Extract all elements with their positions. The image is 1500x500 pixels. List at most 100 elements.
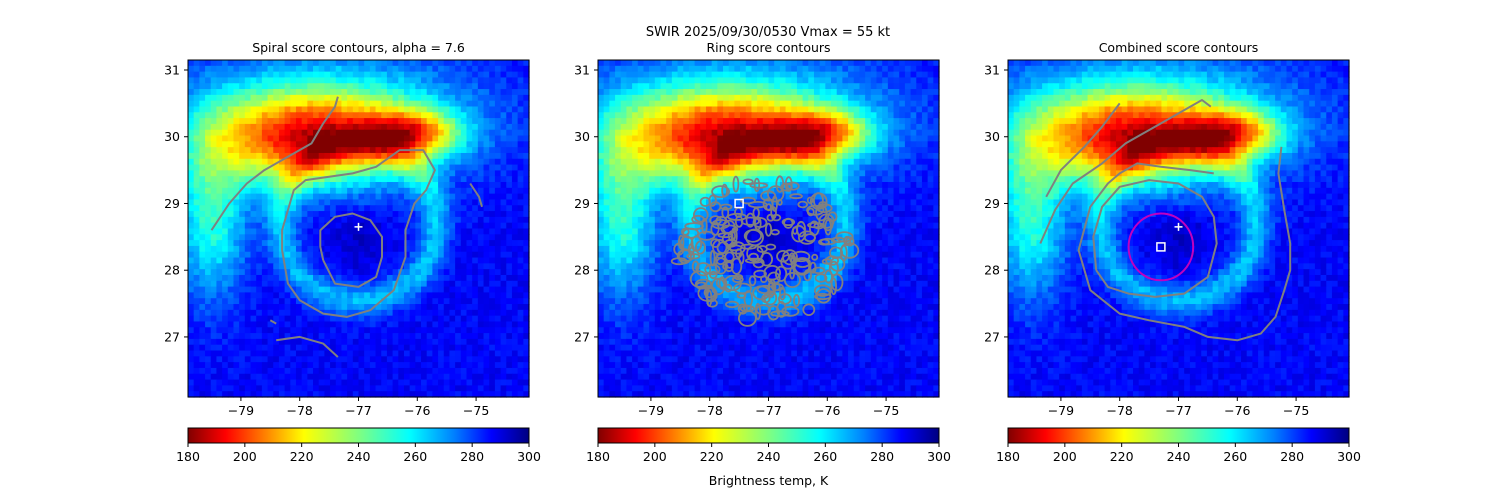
- heatmap-cell: [261, 216, 269, 224]
- heatmap-cell: [916, 83, 923, 90]
- heatmap-cell: [409, 309, 416, 317]
- heatmap-cell: [284, 367, 291, 375]
- heatmap-cell: [882, 152, 889, 160]
- heatmap-cell: [188, 350, 195, 357]
- heatmap-cell: [438, 356, 445, 363]
- heatmap-cell: [210, 112, 218, 119]
- heatmap-cell: [352, 118, 360, 125]
- heatmap-cell: [654, 123, 662, 131]
- heatmap-cell: [347, 327, 354, 334]
- heatmap-cell: [398, 309, 405, 317]
- heatmap-cell: [517, 158, 524, 166]
- heatmap-cell: [632, 152, 639, 160]
- heatmap-cell: [643, 65, 650, 73]
- heatmap-cell: [438, 100, 445, 108]
- heatmap-cell: [341, 356, 348, 363]
- heatmap-cell: [216, 77, 223, 84]
- heatmap-cell: [598, 65, 605, 73]
- heatmap-cell: [700, 77, 707, 84]
- heatmap-cell: [290, 216, 297, 224]
- heatmap-cell: [426, 344, 433, 352]
- heatmap-cell: [927, 65, 934, 73]
- heatmap-cell: [205, 112, 212, 119]
- heatmap-cell: [705, 112, 713, 119]
- heatmap-cell: [278, 164, 286, 171]
- heatmap-cell: [216, 315, 223, 323]
- heatmap-cell: [347, 379, 354, 386]
- heatmap-cell: [927, 152, 934, 160]
- heatmap-cell: [432, 77, 439, 84]
- heatmap-cell: [916, 141, 923, 148]
- heatmap-cell: [421, 350, 428, 357]
- heatmap-cell: [734, 193, 741, 201]
- heatmap-cell: [449, 100, 456, 108]
- heatmap-cell: [813, 106, 821, 113]
- heatmap-cell: [705, 65, 713, 73]
- heatmap-cell: [626, 182, 633, 189]
- heatmap-cell: [227, 327, 235, 334]
- heatmap-cell: [808, 123, 815, 131]
- heatmap-cell: [352, 89, 360, 96]
- heatmap-cell: [415, 321, 422, 328]
- heatmap-cell: [723, 170, 730, 177]
- heatmap-cell: [375, 147, 382, 154]
- heatmap-cell: [700, 129, 707, 137]
- heatmap-cell: [403, 123, 411, 131]
- heatmap-cell: [432, 199, 439, 206]
- heatmap-cell: [500, 338, 507, 346]
- heatmap-cell: [626, 193, 633, 201]
- heatmap-cell: [386, 327, 394, 334]
- heatmap-cell: [386, 280, 394, 288]
- heatmap-cell: [295, 298, 303, 305]
- heatmap-cell: [933, 141, 940, 148]
- heatmap-cell: [523, 147, 530, 154]
- heatmap-cell: [227, 292, 235, 299]
- heatmap-cell: [188, 158, 195, 166]
- heatmap-cell: [210, 129, 218, 137]
- heatmap-cell: [432, 344, 439, 352]
- heatmap-cell: [649, 152, 656, 160]
- heatmap-cell: [836, 170, 843, 177]
- heatmap-cell: [723, 60, 730, 67]
- heatmap-cell: [409, 251, 416, 259]
- heatmap-cell: [654, 106, 662, 113]
- heatmap-cell: [694, 100, 701, 108]
- heatmap-cell: [307, 356, 314, 363]
- heatmap-cell: [381, 338, 388, 346]
- heatmap-cell: [233, 129, 240, 137]
- heatmap-cell: [477, 245, 485, 253]
- heatmap-cell: [449, 228, 456, 235]
- heatmap-cell: [449, 321, 456, 328]
- heatmap-cell: [364, 391, 371, 398]
- heatmap-cell: [460, 274, 468, 282]
- heatmap-cell: [916, 170, 923, 177]
- heatmap-cell: [449, 338, 456, 346]
- heatmap-cell: [848, 71, 855, 79]
- heatmap-cell: [335, 211, 343, 218]
- heatmap-cell: [347, 141, 354, 148]
- heatmap-cell: [278, 350, 286, 357]
- heatmap-cell: [443, 321, 451, 328]
- heatmap-cell: [261, 228, 269, 235]
- heatmap-cell: [330, 240, 337, 247]
- heatmap-cell: [313, 315, 320, 323]
- heatmap-cell: [831, 100, 838, 108]
- heatmap-cell: [415, 176, 422, 183]
- heatmap-cell: [426, 292, 433, 299]
- heatmap-cell: [677, 71, 684, 79]
- heatmap-cell: [649, 199, 656, 206]
- heatmap-cell: [483, 356, 490, 363]
- colorbar-gradient: [187, 427, 530, 444]
- heatmap-cell: [460, 362, 468, 369]
- heatmap-cell: [426, 228, 433, 235]
- heatmap-cell: [859, 141, 866, 148]
- heatmap-cell: [261, 170, 269, 177]
- heatmap-cell: [364, 123, 371, 131]
- heatmap-cell: [700, 164, 707, 171]
- heatmap-cell: [876, 176, 883, 183]
- heatmap-cell: [199, 240, 206, 247]
- heatmap-cell: [341, 286, 348, 294]
- heatmap-cell: [876, 182, 883, 189]
- heatmap-cell: [415, 274, 422, 282]
